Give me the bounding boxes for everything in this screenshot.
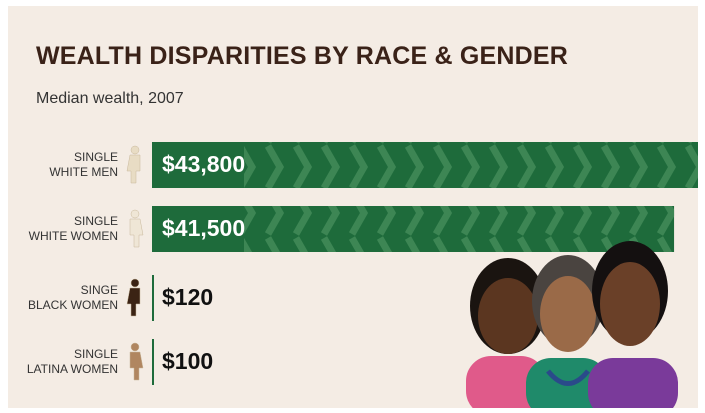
person-icon [131,343,139,351]
category-label: SINGLE WHITE MEN [8,150,118,180]
category-label: SINGE BLACK WOMEN [8,283,118,313]
person-icon [131,279,139,287]
category-label: SINGLE WHITE WOMEN [8,214,118,244]
person-icon [131,210,139,218]
value-label: $41,500 [162,215,245,241]
women-illustration [466,241,678,408]
person-icon [127,288,140,316]
bar [152,339,154,385]
page: WEALTH DISPARITIES BY RACE & GENDER Medi… [0,0,705,413]
bar [152,275,154,321]
value-label: $120 [162,284,213,310]
value-label: $43,800 [162,151,245,177]
person-icon [127,155,140,183]
person-icon [130,219,143,247]
bar-pattern [244,142,698,188]
value-label: $100 [162,348,213,374]
bar-pattern [244,206,674,252]
category-label: SINGLE LATINA WOMEN [8,347,118,377]
person-icon [131,146,139,154]
person-icon [130,352,143,380]
infographic: WEALTH DISPARITIES BY RACE & GENDER Medi… [8,6,698,408]
